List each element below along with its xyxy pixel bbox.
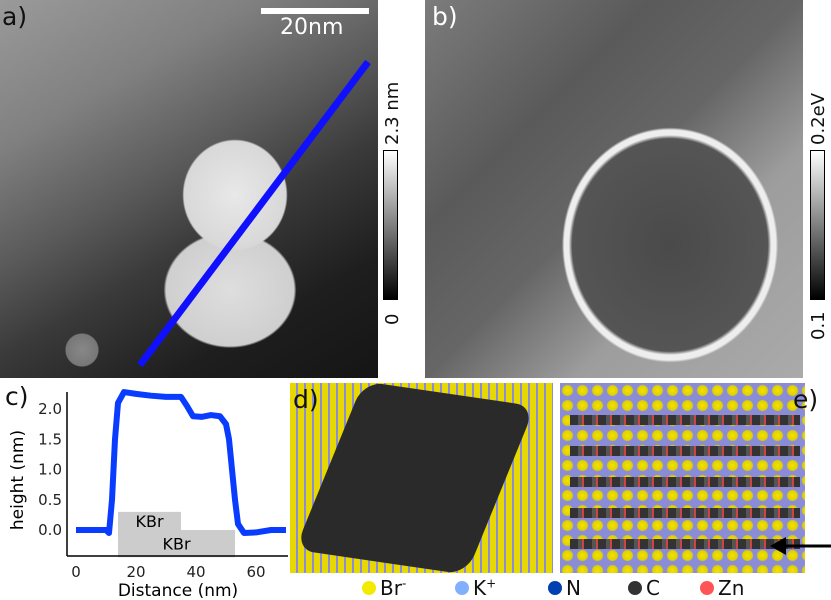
colorbar-b-max: 0.2eV — [808, 92, 829, 145]
panel-label-d: d) — [293, 385, 319, 414]
panel-label-e: e) — [793, 385, 819, 414]
molecule-island — [294, 381, 536, 575]
legend-swatch — [548, 581, 562, 595]
x-axis-label: Distance (nm) — [118, 581, 238, 600]
y-axis-label: height (nm) — [8, 430, 28, 530]
scale-bar-label: 20nm — [280, 15, 344, 40]
x-tick-label: 0 — [71, 563, 81, 581]
x-tick-label: 60 — [246, 563, 265, 581]
legend-label: N — [566, 576, 581, 600]
y-tick-label: 1.5 — [38, 430, 62, 448]
kbr-label: KBr — [135, 512, 163, 531]
legend-label: K+ — [473, 576, 497, 600]
panel-label-b: b) — [432, 2, 458, 31]
colorbar-b-min: 0.1 — [808, 311, 829, 340]
panel-d-model-perspective — [290, 381, 553, 575]
legend-label: Zn — [718, 576, 745, 600]
profile-series-0 — [76, 389, 286, 537]
y-tick-label: 2.0 — [38, 400, 62, 418]
colorbar-b — [810, 150, 825, 300]
x-tick-label: 40 — [186, 563, 205, 581]
panel-e-model-top — [560, 383, 805, 573]
legend-swatch — [455, 581, 469, 595]
kbr-layer-0 — [118, 511, 181, 530]
y-tick-label: 1.0 — [38, 461, 62, 479]
height-profile-chart: KBr KBr 0 20 40 60 0.0 0.5 1.0 1.5 2.0 Distance (nm… — [8, 389, 288, 600]
legend-label: Br- — [380, 576, 407, 600]
legend-item-zn: Zn — [700, 576, 744, 600]
panel-b-stm-map — [425, 0, 803, 378]
legend-item-k: K+ — [455, 576, 496, 600]
x-tick-label: 20 — [126, 563, 145, 581]
arrow-icon — [770, 537, 831, 555]
y-tick-label: 0.5 — [38, 491, 62, 509]
legend-swatch — [700, 581, 714, 595]
y-tick-label: 0.0 — [38, 521, 62, 539]
legend-item-br: Br- — [362, 576, 406, 600]
legend-item-c: C — [628, 576, 660, 600]
legend-item-n: N — [548, 576, 581, 600]
kbr-label: KBr — [162, 535, 190, 554]
legend-label: C — [646, 576, 660, 600]
panel-a-stm-topography: 20nm — [0, 0, 378, 378]
panel-label-a: a) — [2, 2, 28, 31]
legend-swatch — [628, 581, 642, 595]
colorbar-a-max: 2.3 nm — [382, 81, 403, 145]
kbr-layer-1 — [118, 530, 235, 558]
panel-label-c: c) — [5, 382, 29, 411]
profile-line — [137, 59, 371, 368]
scale-bar — [261, 8, 369, 14]
colorbar-a — [383, 150, 398, 300]
legend-swatch — [362, 581, 376, 595]
colorbar-a-min: 0 — [382, 313, 403, 325]
